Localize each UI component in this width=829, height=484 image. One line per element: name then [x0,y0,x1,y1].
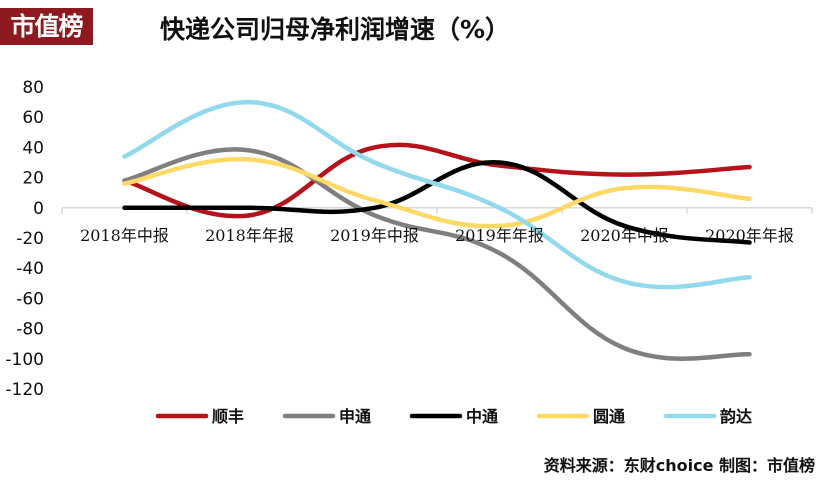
x-tick-label: 2018年中报 [80,226,169,245]
legend-label: 顺丰 [212,407,244,426]
y-tick-label: 20 [22,169,44,189]
series-line-2 [122,160,752,245]
y-tick-label: -100 [5,350,44,370]
legend-label: 申通 [339,407,371,426]
source-note: 资料来源：东财choice 制图：市值榜 [543,456,815,475]
y-tick-label: -60 [16,289,44,309]
y-tick-label: -120 [5,380,44,400]
series-line-4 [122,99,752,290]
y-tick-label: -20 [16,229,44,249]
series-line-0 [122,142,752,219]
y-tick-label: 0 [33,199,44,219]
y-tick-label: 60 [22,108,44,128]
series-line-3 [122,156,752,229]
x-axis-labels: 2018年中报 2018年年报 2019年中报 2019年年报 2020年中报 2020年… [80,226,794,245]
x-tick-label: 2020年年报 [705,226,794,245]
legend: 顺丰 申通 中通 圆通 韵达 [155,407,752,426]
brand-logo: 市值榜 [0,8,93,45]
y-axis-ticks: 80 60 40 20 0 -20 -40 -60 -80 -100 -120 [5,78,44,400]
x-tick-label: 2019年中报 [330,226,419,245]
y-tick-label: 80 [22,78,44,98]
legend-label: 圆通 [593,407,625,426]
legend-label: 中通 [466,407,498,426]
y-tick-label: -80 [16,320,44,340]
x-tick-label: 2019年年报 [455,226,544,245]
series-line-1 [122,147,752,361]
x-tick-label: 2020年中报 [580,226,669,245]
legend-label: 韵达 [720,407,752,426]
series-lines [122,99,752,361]
y-tick-label: 40 [22,138,44,158]
chart-title: 快递公司归母净利润增速（%） [160,15,511,44]
x-tick-label: 2018年年报 [205,226,294,245]
y-tick-label: -40 [16,259,44,279]
